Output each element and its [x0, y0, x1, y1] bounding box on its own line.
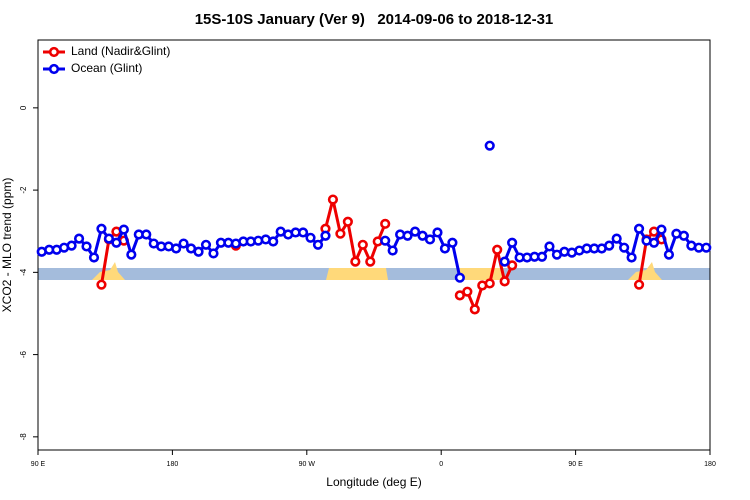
data-point: [492, 244, 503, 255]
x-tick-label: 180: [704, 461, 716, 468]
data-point: [619, 242, 630, 253]
data-point: [380, 218, 391, 229]
data-point: [507, 237, 518, 248]
data-point: [544, 241, 555, 252]
x-tick-label: 180: [167, 461, 179, 468]
data-point: [365, 256, 376, 267]
data-point: [81, 241, 92, 252]
data-point: [402, 230, 413, 241]
data-point: [611, 233, 622, 244]
data-point: [327, 194, 339, 205]
data-point: [507, 260, 518, 271]
data-point: [96, 223, 107, 234]
data-point: [484, 140, 495, 151]
x-tick-label: 90 E: [568, 461, 583, 468]
data-point: [305, 232, 316, 243]
legend-label: Land (Nadir&Glint): [71, 44, 170, 58]
data-point: [111, 237, 122, 248]
y-tick-label: 0: [19, 105, 28, 110]
data-point: [268, 236, 279, 247]
data-point: [208, 248, 219, 259]
data-point: [103, 233, 115, 244]
data-point: [88, 252, 100, 263]
data-point: [409, 226, 421, 237]
data-point: [200, 239, 212, 250]
data-point: [454, 272, 465, 283]
x-axis-label: Longitude (deg E): [326, 475, 421, 489]
land-band: [458, 268, 506, 280]
data-point: [447, 237, 458, 248]
y-tick-label: -4: [19, 268, 28, 276]
data-point: [417, 230, 428, 241]
data-point: [141, 229, 152, 240]
data-point: [320, 230, 331, 241]
legend-label: Ocean (Glint): [71, 61, 142, 75]
data-point: [312, 239, 324, 250]
data-point: [663, 249, 675, 260]
y-tick-label: -2: [19, 186, 28, 194]
land-band: [628, 262, 662, 280]
data-point: [462, 286, 473, 297]
data-point: [678, 230, 689, 241]
data-point: [499, 276, 510, 287]
data-point: [484, 278, 495, 289]
data-point: [193, 246, 204, 257]
data-point: [96, 279, 107, 290]
data-point: [297, 227, 309, 238]
data-point: [380, 235, 391, 246]
y-tick-label: -8: [19, 433, 28, 441]
data-point: [126, 249, 137, 260]
legend-marker: [48, 46, 60, 58]
legend-marker: [48, 63, 60, 75]
data-point: [350, 256, 361, 267]
data-point: [469, 304, 480, 315]
data-point: [73, 233, 85, 244]
data-point: [357, 239, 368, 250]
data-point: [648, 237, 660, 248]
data-point: [656, 224, 667, 235]
data-point: [424, 234, 436, 245]
data-point: [536, 251, 548, 262]
data-point: [626, 252, 637, 263]
data-point: [439, 243, 451, 254]
x-tick-label: 90 E: [31, 461, 46, 468]
data-point: [701, 242, 712, 253]
data-point: [633, 223, 645, 234]
x-tick-label: 90 W: [299, 461, 316, 468]
data-point: [178, 238, 189, 249]
x-tick-label: 0: [439, 461, 443, 468]
data-point: [633, 279, 645, 290]
data-point: [454, 290, 465, 301]
y-tick-label: -6: [19, 350, 28, 358]
data-point: [604, 240, 615, 251]
land-band: [326, 268, 388, 280]
data-point: [432, 227, 443, 238]
data-point: [499, 256, 510, 267]
data-point: [387, 245, 398, 256]
chart-title: 15S-10S January (Ver 9) 2014-09-06 to 20…: [195, 11, 554, 28]
data-point: [335, 228, 346, 239]
data-point: [342, 216, 353, 227]
data-point: [171, 243, 182, 254]
y-axis-label: XCO2 - MLO trend (ppm): [0, 178, 14, 313]
land-band: [92, 262, 125, 280]
data-point: [66, 240, 77, 251]
data-point: [118, 224, 129, 235]
